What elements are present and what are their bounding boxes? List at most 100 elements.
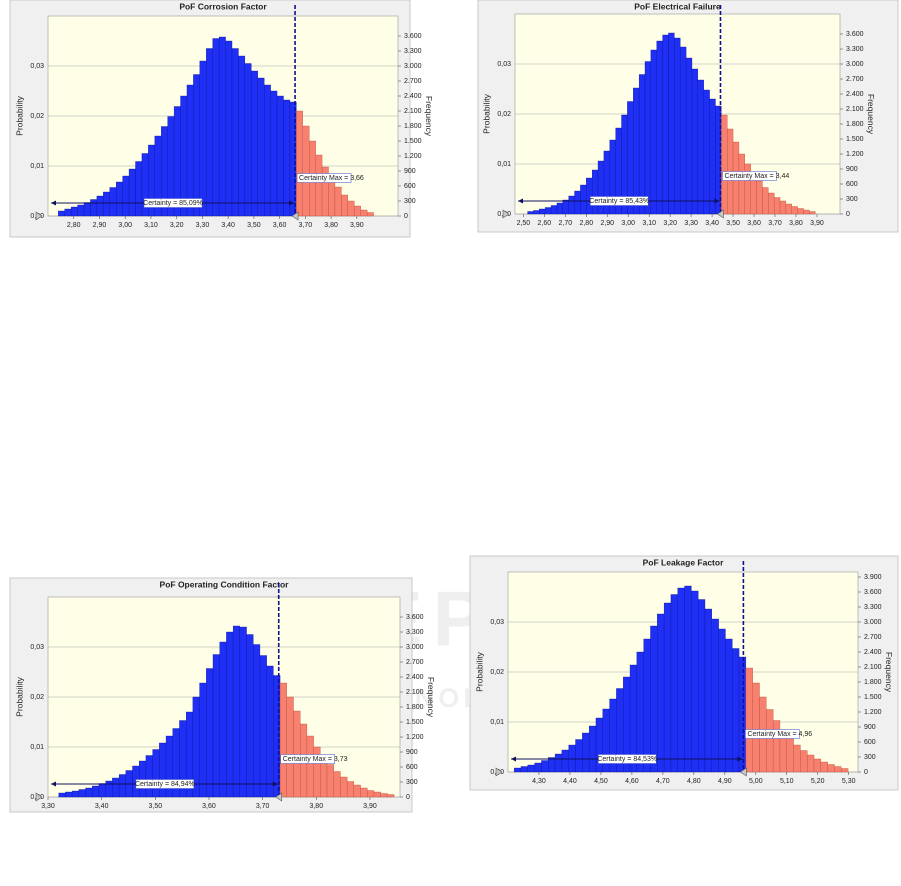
y2-tick-label: 0 — [846, 211, 850, 218]
histogram-bar — [199, 682, 207, 798]
y2-tick-label: 300 — [404, 198, 416, 205]
histogram-bar — [677, 587, 685, 773]
chart-title: PoF Corrosion Factor — [179, 1, 267, 11]
histogram-bar — [112, 777, 120, 798]
y2-tick-label: 2.700 — [404, 78, 422, 85]
histogram-bar — [766, 709, 774, 773]
histogram-bar — [70, 206, 78, 217]
certainty-max-label: Certainty Max = 3,73 — [283, 756, 348, 763]
histogram-bar — [90, 199, 98, 217]
x-tick-label: 3,10 — [144, 222, 158, 229]
histogram-bar — [122, 175, 130, 217]
y2-tick-label: 3.000 — [406, 644, 424, 651]
histogram-bar — [793, 744, 801, 773]
y2-tick-label: 1.200 — [864, 709, 882, 716]
histogram-bar — [145, 755, 153, 798]
y2-tick-label: 1.800 — [846, 121, 864, 128]
histogram-bar — [674, 37, 681, 215]
histogram-bar — [738, 153, 745, 215]
histogram-bar — [697, 79, 704, 215]
histogram-bar — [380, 793, 388, 798]
histogram-bar — [346, 781, 355, 798]
histogram-bar — [773, 197, 781, 215]
certainty-label-box — [135, 779, 195, 789]
histogram-bar — [226, 631, 234, 798]
x-tick-label: 2,80 — [579, 220, 593, 227]
y2-tick-label: 300 — [406, 779, 418, 786]
y-tick-label: 0,03 — [490, 619, 504, 626]
certainty-label: Certainty = 85,43% — [589, 198, 649, 205]
y2-tick-label: 3.600 — [404, 33, 422, 40]
histogram-bar — [745, 667, 753, 773]
certainty-label-box — [143, 198, 203, 208]
arrow-head — [737, 756, 743, 762]
histogram-bar — [550, 205, 558, 215]
histogram-bar — [296, 110, 303, 217]
histogram-bar — [595, 717, 603, 773]
certainty-label: Certainty = 85,09% — [143, 200, 203, 207]
histogram-bar — [721, 114, 728, 215]
histogram-bar — [650, 625, 658, 773]
histogram-bar — [199, 60, 207, 217]
histogram-bar — [232, 625, 241, 798]
y2-tick-label: 2.400 — [846, 91, 864, 98]
x-tick-label: 3,70 — [299, 222, 313, 229]
y2-tick-label: 3.300 — [404, 48, 422, 55]
histogram-bar — [135, 161, 143, 217]
certainty-max-label-box — [296, 173, 352, 183]
y2-tick-label: 2.700 — [406, 659, 424, 666]
histogram-bar — [738, 656, 747, 773]
y2-tick-label: 900 — [406, 749, 418, 756]
histogram-bar — [128, 168, 136, 217]
y2-tick-label: 2.100 — [846, 106, 864, 113]
x-tick-label: 3,00 — [621, 220, 635, 227]
histogram-bar — [270, 90, 278, 217]
histogram-bar — [718, 628, 726, 773]
x-tick-label: 2,80 — [67, 222, 81, 229]
y2-tick-label: 3.600 — [864, 589, 882, 596]
histogram-bar — [582, 732, 590, 773]
histogram-bar — [58, 792, 66, 798]
chart-panel: PoF Operating Condition Factor0,000,010,… — [9, 577, 436, 813]
x-tick-label: 3,30 — [684, 220, 698, 227]
y-tick-label: 0,01 — [490, 719, 504, 726]
y-tick-label: 0,03 — [30, 644, 44, 651]
y-tick-label: 0,03 — [497, 61, 511, 68]
histogram-bar — [109, 187, 117, 217]
histogram-bar — [180, 95, 188, 217]
histogram-bar — [118, 774, 126, 798]
certainty-label-box — [589, 196, 649, 206]
x-tick-label: 3,50 — [726, 220, 740, 227]
histogram-bar — [65, 791, 73, 798]
x-tick-label: 3,50 — [247, 222, 261, 229]
histogram-bar — [662, 34, 669, 215]
histogram-bar — [326, 764, 334, 798]
y2-tick-label: 3.300 — [864, 604, 882, 611]
histogram-bar — [264, 84, 271, 217]
x-tick-label: 3,60 — [747, 220, 761, 227]
certainty-max-label: Certainty Max = 3,44 — [724, 173, 789, 180]
histogram-bar — [591, 169, 599, 215]
histogram-bar — [657, 613, 665, 773]
y2-tick-label: 3.900 — [864, 574, 882, 581]
histogram-bar — [64, 208, 72, 217]
chart-panel: PoF Corrosion Factor0,000,010,020,030300… — [9, 0, 434, 238]
y2-axis-label: Frequency — [424, 96, 434, 137]
histogram-bar — [562, 199, 569, 215]
x-tick-label: 2,90 — [600, 220, 614, 227]
histogram-bar — [752, 682, 760, 773]
x-tick-label: 3,40 — [705, 220, 719, 227]
grabber — [35, 211, 43, 221]
chart-panel: PoF Leakage Factor0,000,010,020,03030060… — [469, 555, 899, 791]
x-tick-label: 4,50 — [594, 778, 608, 785]
histogram-bar — [556, 202, 563, 215]
chart-title: PoF Leakage Factor — [643, 557, 724, 567]
y2-tick-label: 3.300 — [406, 629, 424, 636]
histogram-bar — [78, 789, 86, 798]
y-tick-label: 0,01 — [30, 163, 44, 170]
y2-tick-label: 600 — [406, 764, 418, 771]
histogram-bar — [139, 760, 147, 798]
certainty-max-label-box — [722, 171, 777, 181]
x-tick-label: 5,10 — [780, 778, 794, 785]
y2-tick-label: 300 — [864, 754, 876, 761]
